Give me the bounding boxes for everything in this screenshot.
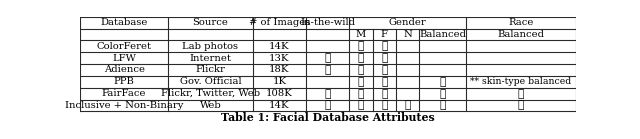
Text: Web: Web: [200, 101, 221, 110]
Text: ✓: ✓: [440, 77, 446, 87]
Text: 18K: 18K: [269, 65, 289, 75]
Text: ✓: ✓: [324, 89, 331, 99]
Text: ✓: ✓: [404, 100, 411, 111]
Text: N: N: [403, 30, 412, 39]
Text: Source: Source: [193, 18, 228, 27]
Text: ✓: ✓: [381, 53, 387, 63]
Text: Race: Race: [508, 18, 534, 27]
Text: 14K: 14K: [269, 101, 290, 110]
Text: FairFace: FairFace: [102, 89, 147, 98]
Text: Internet: Internet: [189, 54, 232, 63]
Text: Inclusive + Non-Binary: Inclusive + Non-Binary: [65, 101, 183, 110]
Text: 14K: 14K: [269, 42, 290, 51]
Text: ✓: ✓: [381, 89, 387, 99]
Text: Gov. Official: Gov. Official: [180, 77, 241, 86]
Text: Gender: Gender: [388, 18, 426, 27]
Text: ✓: ✓: [324, 100, 331, 111]
Bar: [80, 17, 576, 111]
Text: ✓: ✓: [358, 65, 364, 75]
Text: Flickr, Twitter, Web: Flickr, Twitter, Web: [161, 89, 260, 98]
Text: Balanced: Balanced: [497, 30, 545, 39]
Text: 13K: 13K: [269, 54, 289, 63]
Text: M: M: [356, 30, 366, 39]
Text: Table 1: Facial Database Attributes: Table 1: Facial Database Attributes: [221, 112, 435, 123]
Text: ✓: ✓: [381, 77, 387, 87]
Text: 1K: 1K: [273, 77, 286, 86]
Text: ✓: ✓: [358, 53, 364, 63]
Text: ✓: ✓: [358, 100, 364, 111]
Text: ✓: ✓: [381, 100, 387, 111]
Text: ✓: ✓: [440, 100, 446, 111]
Text: F: F: [381, 30, 388, 39]
Text: ✓: ✓: [358, 89, 364, 99]
Text: ColorFeret: ColorFeret: [97, 42, 152, 51]
Text: ✓: ✓: [518, 100, 524, 111]
Text: Adience: Adience: [104, 65, 145, 75]
Text: ✓: ✓: [324, 65, 331, 75]
Text: ✓: ✓: [324, 53, 331, 63]
Text: ** skin-type balanced: ** skin-type balanced: [470, 77, 571, 86]
Text: ✓: ✓: [381, 65, 387, 75]
Text: ✓: ✓: [358, 77, 364, 87]
Text: LFW: LFW: [112, 54, 136, 63]
Text: Database: Database: [100, 18, 148, 27]
Text: Lab photos: Lab photos: [182, 42, 239, 51]
Text: Flickr: Flickr: [195, 65, 225, 75]
Text: # of Images: # of Images: [249, 18, 310, 27]
Text: In-the-wild: In-the-wild: [300, 18, 355, 27]
Text: ✓: ✓: [440, 89, 446, 99]
Text: ✓: ✓: [358, 41, 364, 51]
Text: Balanced: Balanced: [419, 30, 466, 39]
Text: ✓: ✓: [518, 89, 524, 99]
Text: 108K: 108K: [266, 89, 292, 98]
Text: ✓: ✓: [381, 41, 387, 51]
Text: PPB: PPB: [114, 77, 134, 86]
